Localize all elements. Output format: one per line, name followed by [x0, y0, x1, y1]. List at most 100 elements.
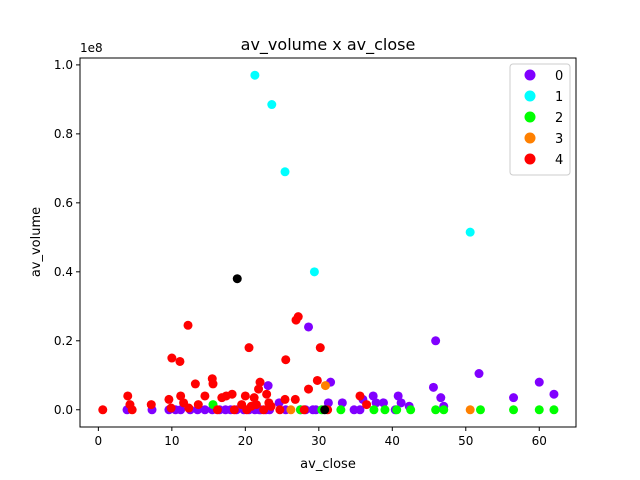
data-point: [549, 405, 559, 415]
data-point: [176, 391, 186, 401]
data-point: [534, 405, 544, 415]
data-point: [293, 312, 303, 322]
data-point: [249, 393, 259, 403]
chart-title: av_volume x av_close: [241, 35, 416, 55]
data-point: [509, 405, 519, 415]
data-point: [299, 405, 309, 415]
data-point: [176, 405, 186, 415]
legend-marker: [524, 111, 536, 123]
data-point: [320, 381, 330, 391]
y-axis-label: av_volume: [29, 207, 44, 277]
x-tick-label: 10: [164, 434, 179, 448]
data-point: [255, 377, 265, 387]
legend-marker: [524, 153, 536, 165]
data-point: [208, 379, 218, 389]
data-point: [232, 274, 242, 284]
legend-marker: [524, 69, 536, 81]
data-point: [127, 405, 137, 415]
data-point: [190, 379, 200, 389]
data-point: [275, 405, 285, 415]
legend-marker: [524, 90, 536, 102]
data-point: [312, 375, 322, 385]
data-point: [262, 389, 272, 399]
axis-ticks: 0 10 20 30 40 50 60 0.0 0.2 0.4 0.6 0.8 1.0: [54, 58, 547, 448]
data-point: [267, 100, 277, 110]
legend-box: [509, 63, 571, 176]
y-tick-label: 0.4: [54, 265, 73, 279]
data-point: [396, 398, 406, 408]
x-tick-label: 60: [532, 434, 547, 448]
data-point: [465, 227, 475, 237]
data-point: [323, 398, 333, 408]
data-point: [304, 384, 314, 394]
data-point: [244, 343, 254, 353]
y-offset-text: 1e8: [80, 41, 103, 55]
y-tick-label: 0.8: [54, 127, 73, 141]
data-point: [167, 353, 177, 363]
data-point: [193, 400, 203, 410]
data-point: [406, 405, 416, 415]
data-point: [320, 405, 330, 415]
data-point: [240, 391, 250, 401]
data-point: [286, 405, 296, 415]
data-point: [183, 320, 193, 330]
data-point: [200, 405, 210, 415]
data-point: [315, 343, 325, 353]
x-tick-label: 20: [238, 434, 253, 448]
data-point: [378, 398, 388, 408]
data-point: [355, 391, 365, 401]
x-tick-label: 50: [458, 434, 473, 448]
data-point: [380, 405, 390, 415]
data-point: [465, 405, 475, 415]
data-point: [166, 403, 176, 413]
y-tick-label: 0.2: [54, 334, 73, 348]
plot-frame: [79, 57, 577, 428]
data-point: [184, 403, 194, 413]
data-point: [259, 405, 269, 415]
data-point: [308, 405, 318, 415]
data-point: [280, 394, 290, 404]
data-point: [431, 405, 441, 415]
legend-label: 3: [555, 132, 563, 147]
data-point: [98, 405, 108, 415]
data-point: [251, 400, 261, 410]
y-tick-label: 0.0: [54, 403, 73, 417]
data-point: [393, 391, 403, 401]
data-point: [266, 401, 276, 411]
data-point: [281, 355, 291, 365]
data-point: [534, 377, 544, 387]
data-point: [263, 381, 273, 391]
y-tick-label: 1.0: [54, 58, 73, 72]
data-point: [355, 405, 365, 415]
x-tick-label: 30: [311, 434, 326, 448]
data-point: [254, 384, 264, 394]
data-point: [290, 394, 300, 404]
data-point: [229, 405, 239, 415]
data-point: [336, 405, 346, 415]
data-point: [431, 336, 441, 346]
data-point: [475, 405, 485, 415]
data-point: [392, 405, 402, 415]
data-point: [212, 405, 222, 415]
data-point: [509, 393, 519, 403]
data-point: [250, 70, 260, 80]
data-point: [164, 394, 174, 404]
legend-label: 2: [555, 111, 563, 126]
data-point: [337, 398, 347, 408]
data-point: [436, 393, 446, 403]
data-point: [175, 356, 185, 366]
data-points: [98, 70, 559, 415]
x-axis-label: av_close: [300, 457, 356, 472]
data-point: [362, 400, 372, 410]
legend: 0 1 2 3 4: [509, 63, 571, 176]
data-point: [549, 389, 559, 399]
legend-label: 0: [555, 69, 563, 84]
x-tick-label: 0: [95, 434, 103, 448]
legend-label: 4: [555, 153, 563, 168]
data-point: [227, 389, 237, 399]
data-point: [200, 391, 210, 401]
data-point: [371, 398, 381, 408]
data-point: [439, 405, 449, 415]
data-point: [369, 405, 379, 415]
